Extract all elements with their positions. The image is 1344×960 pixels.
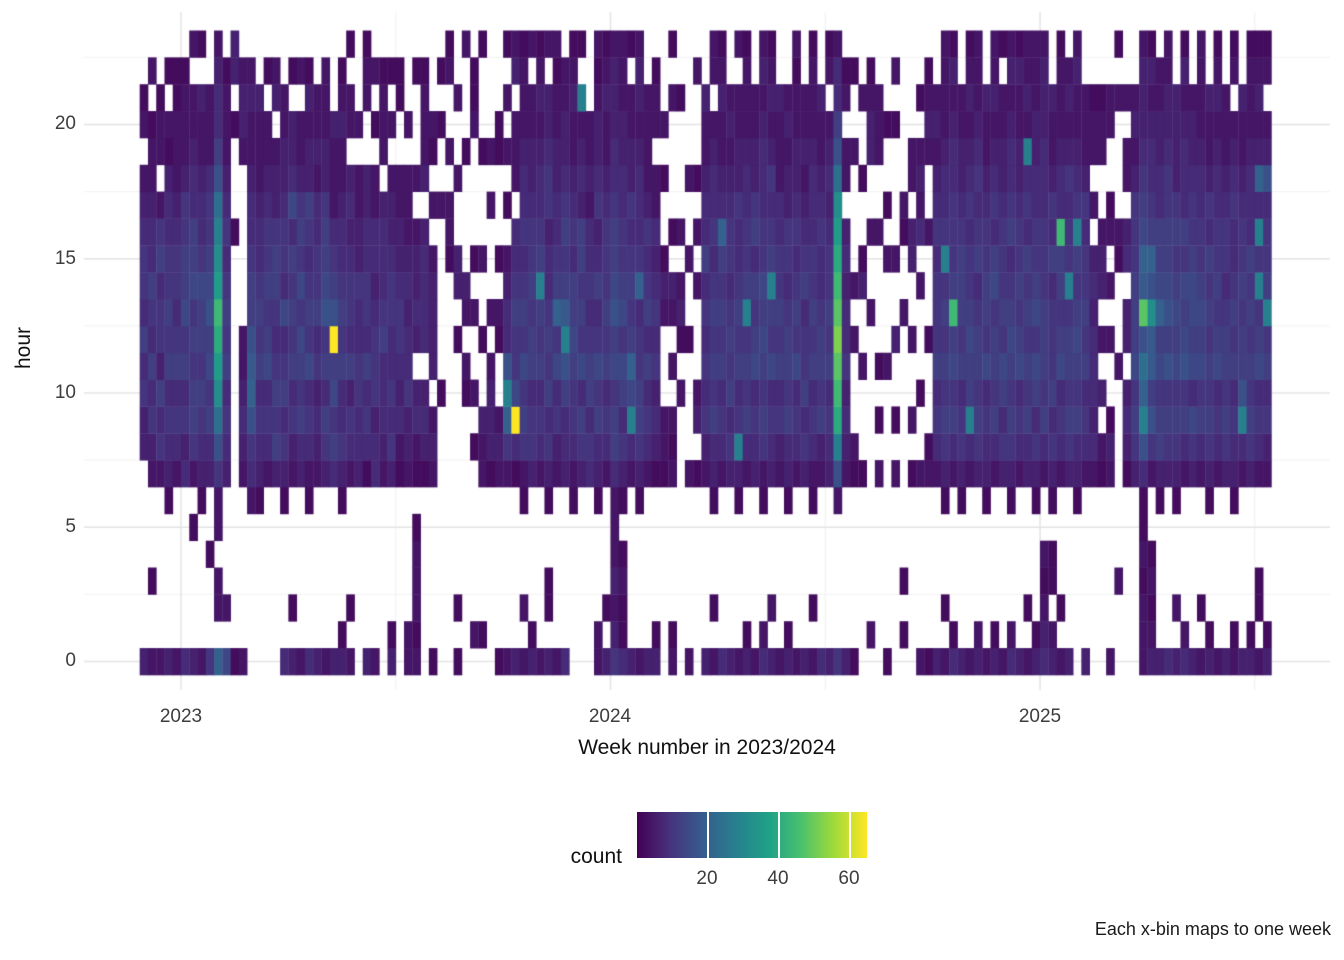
legend-tick-mark-20 [707, 812, 709, 858]
legend-title: count [570, 845, 622, 868]
legend-tick-mark-40 [778, 812, 780, 858]
figure-caption: Each x-bin maps to one week [1094, 919, 1331, 939]
y-tick-15: 15 [54, 248, 76, 269]
legend-tick-mark-60 [849, 812, 851, 858]
x-axis-title: Week number in 2023/2024 [578, 736, 836, 759]
x-tick-2024: 2024 [588, 706, 632, 727]
y-tick-10: 10 [54, 382, 76, 403]
x-tick-2023: 2023 [159, 706, 203, 727]
x-tick-2025: 2025 [1018, 706, 1062, 727]
legend-label-40: 40 [767, 868, 789, 889]
legend-colorbar [637, 812, 867, 858]
legend-label-60: 60 [838, 868, 860, 889]
y-tick-0: 0 [65, 650, 76, 671]
legend-label-20: 20 [696, 868, 718, 889]
y-tick-5: 5 [65, 516, 76, 537]
y-tick-20: 20 [54, 113, 76, 134]
